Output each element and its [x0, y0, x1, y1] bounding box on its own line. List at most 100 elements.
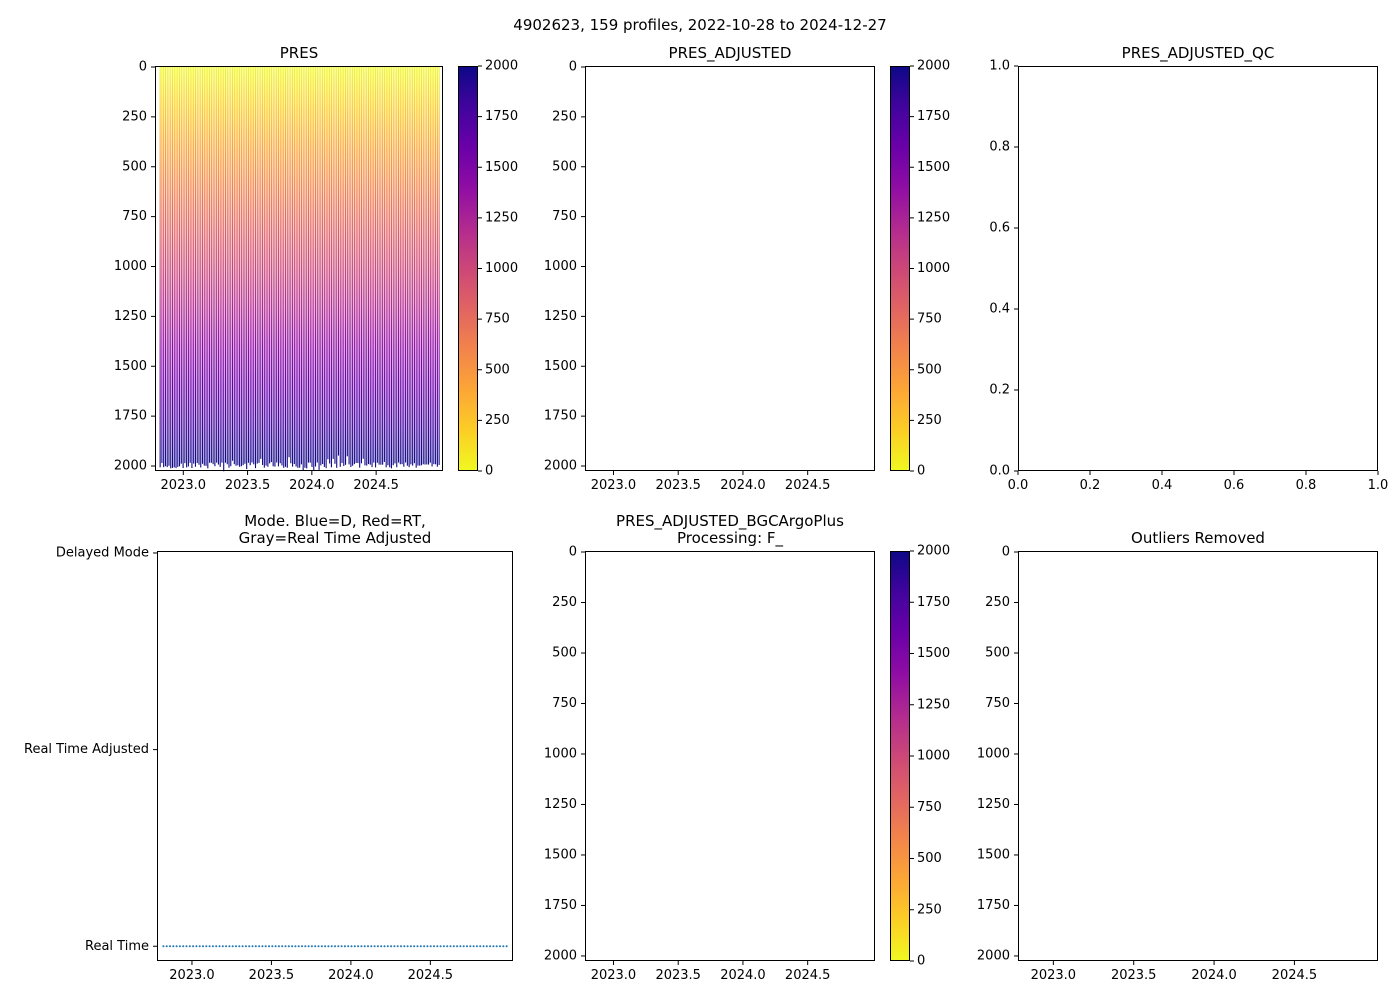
- y-tick-label: 0.2: [989, 383, 1010, 398]
- profile-line: [237, 66, 239, 466]
- y-tick-label: Real Time: [85, 939, 149, 954]
- profile-line: [182, 66, 184, 469]
- y-tick-label: 1750: [544, 898, 577, 913]
- profile-line: [390, 66, 393, 469]
- axes-border: [585, 551, 875, 961]
- colorbar-tick-label: 750: [917, 312, 942, 327]
- colorbar-tick-label: 250: [485, 413, 510, 428]
- x-tick-label: 2024.0: [720, 478, 766, 493]
- y-tick-label: 250: [985, 595, 1010, 610]
- colorbar-tick-label: 1500: [917, 160, 950, 175]
- y-tick-label: 1250: [114, 309, 147, 324]
- profile-line: [412, 66, 414, 466]
- profile-line: [346, 66, 348, 457]
- profile-line: [299, 66, 301, 468]
- y-tick-label: 0.6: [989, 221, 1010, 236]
- title-line: Processing: F_: [676, 529, 784, 547]
- profile-line: [219, 66, 221, 467]
- y-tick-label: 500: [122, 159, 147, 174]
- profile-line: [410, 66, 412, 465]
- profile-line: [230, 66, 232, 467]
- profile-line: [314, 66, 317, 467]
- profile-line: [389, 66, 391, 468]
- y-tick-label: 750: [122, 209, 147, 224]
- profile-line: [239, 66, 241, 467]
- x-tick-label: 2023.0: [161, 478, 207, 493]
- colorbar-tick-label: 0: [917, 954, 925, 969]
- profile-line: [401, 66, 403, 465]
- subplot-title-pres-adjusted-qc: PRES_ADJUSTED_QC: [1018, 45, 1378, 62]
- y-tick-label: 0.0: [989, 464, 1010, 479]
- profile-line: [380, 66, 382, 465]
- profile-line: [177, 66, 179, 467]
- colorbar-border: [458, 66, 478, 471]
- x-tick-label: 1.0: [1368, 478, 1389, 493]
- y-tick-label: 1250: [544, 309, 577, 324]
- profile-line: [186, 66, 188, 468]
- profile-line: [254, 66, 257, 469]
- colorbar-tick-label: 500: [917, 851, 942, 866]
- subplot-title-pres-adjusted: PRES_ADJUSTED: [585, 45, 875, 62]
- profile-line: [173, 66, 175, 468]
- profile-line: [320, 66, 322, 466]
- profile-line: [424, 66, 426, 465]
- profile-line: [269, 66, 271, 464]
- colorbar-gradient: [890, 66, 910, 471]
- profile-line: [382, 66, 384, 465]
- profile-line: [378, 66, 380, 465]
- profile-line: [375, 66, 377, 468]
- profile-line: [258, 66, 260, 463]
- x-tick-label: 2023.5: [225, 478, 271, 493]
- x-tick-label: 2024.5: [785, 478, 831, 493]
- axes-border: [155, 66, 443, 471]
- profile-line: [415, 66, 417, 468]
- profile-line: [267, 66, 269, 467]
- colorbar-tick-label: 1500: [485, 160, 518, 175]
- profile-line: [383, 66, 385, 462]
- profile-line: [200, 66, 202, 468]
- profile-line: [214, 66, 216, 467]
- profile-line: [224, 66, 227, 463]
- profile-line: [359, 66, 361, 468]
- profile-line: [364, 66, 366, 466]
- y-tick-label: 1500: [544, 847, 577, 862]
- profile-line: [307, 66, 310, 463]
- y-tick-label: 500: [552, 159, 577, 174]
- colorbar-tick-label: 750: [485, 312, 510, 327]
- profile-line: [198, 66, 200, 465]
- profile-line: [325, 66, 327, 469]
- y-tick-label: 0: [139, 59, 147, 74]
- y-tick-label: 2000: [977, 948, 1010, 963]
- x-tick-label: 2024.0: [1191, 968, 1237, 983]
- profile-line: [209, 66, 211, 463]
- y-tick-label: Real Time Adjusted: [24, 742, 149, 757]
- y-tick-label: 1500: [977, 847, 1010, 862]
- y-tick-label: 1750: [114, 409, 147, 424]
- profile-line: [171, 66, 174, 468]
- colorbar-border: [890, 66, 910, 471]
- profile-line: [345, 66, 347, 465]
- x-tick-label: 2023.0: [591, 968, 637, 983]
- profile-line: [373, 66, 375, 463]
- profile-line: [322, 66, 324, 465]
- profile-line: [279, 66, 281, 464]
- profile-line: [212, 66, 214, 465]
- colorbar-tick-label: 0: [485, 464, 493, 479]
- y-tick-label: 1000: [114, 259, 147, 274]
- profile-line: [408, 66, 410, 468]
- y-tick-label: Delayed Mode: [56, 545, 149, 560]
- profile-line: [166, 66, 168, 468]
- x-tick-label: 2023.0: [1031, 968, 1077, 983]
- profile-line: [433, 66, 435, 465]
- x-tick-label: 0.8: [1296, 478, 1317, 493]
- profile-line: [235, 66, 237, 466]
- profile-line: [159, 66, 161, 468]
- subplot-title-outliers: Outliers Removed: [1018, 530, 1378, 547]
- colorbar-tick-label: 1250: [917, 697, 950, 712]
- profile-line: [297, 66, 299, 468]
- profile-line: [223, 66, 225, 472]
- x-tick-label: 2024.5: [1272, 968, 1318, 983]
- y-tick-label: 1500: [544, 359, 577, 374]
- colorbar-gradient: [458, 66, 478, 471]
